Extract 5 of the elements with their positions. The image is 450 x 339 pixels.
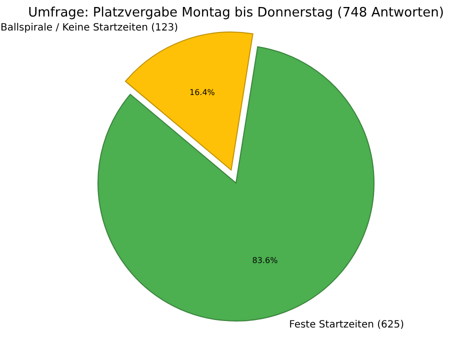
chart-title: Umfrage: Platzvergabe Montag bis Donnerstag (748 Antworten) xyxy=(28,6,444,20)
slice-label: Ballspirale / Keine Startzeiten (123) xyxy=(0,22,178,34)
data-label: 83.6% xyxy=(252,256,278,266)
slice-label: Feste Startzeiten (625) xyxy=(289,320,404,331)
data-label: 16.4% xyxy=(189,88,216,98)
